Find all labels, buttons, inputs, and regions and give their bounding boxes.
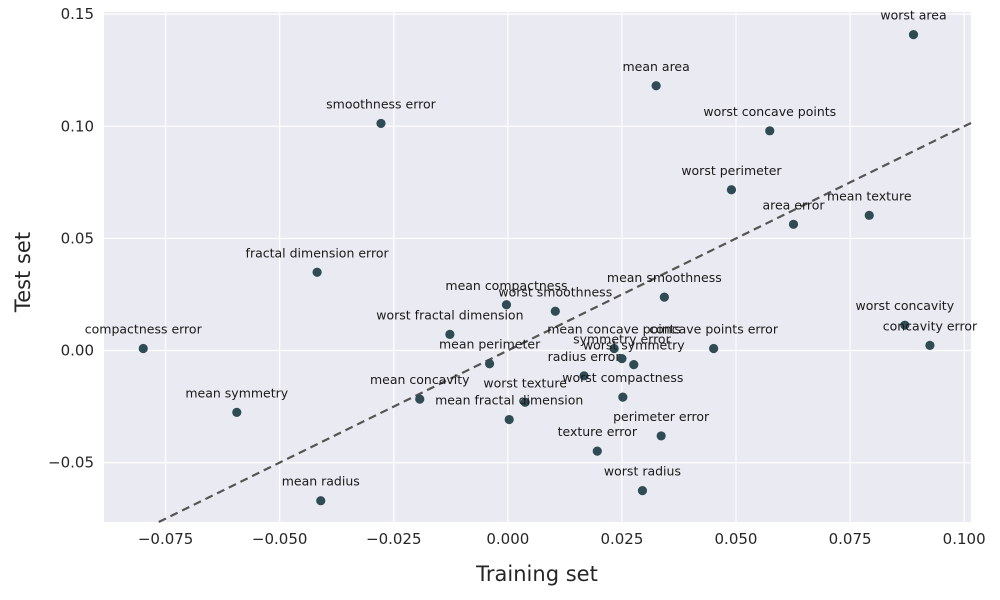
point-label: worst fractal dimension	[376, 307, 523, 322]
data-point	[504, 414, 514, 425]
x-tick-label: −0.075	[138, 530, 194, 548]
data-points	[138, 30, 935, 506]
x-tick-label: −0.025	[366, 530, 422, 548]
data-point	[376, 118, 386, 129]
data-point	[651, 81, 661, 91]
point-label: mean area	[622, 59, 689, 74]
point-label: mean texture	[827, 188, 912, 203]
point-label: radius error	[548, 349, 622, 364]
x-tick-label: 0.025	[600, 530, 643, 548]
data-point	[900, 320, 910, 330]
point-label: mean compactness	[445, 278, 567, 293]
y-tick-label: 0.05	[61, 229, 94, 247]
data-point	[618, 392, 628, 402]
point-label: worst smoothness	[498, 284, 612, 299]
data-point	[579, 371, 589, 381]
point-label: mean symmetry	[185, 385, 288, 400]
x-tick-label: 0.000	[486, 530, 529, 548]
data-point	[864, 210, 874, 220]
point-label: mean radius	[282, 474, 360, 489]
data-point	[609, 343, 619, 354]
x-axis-ticks: −0.075 −0.050 −0.025 0.000 0.025 0.050 0.075 0.…	[138, 530, 986, 548]
point-label: smoothness error	[326, 96, 437, 111]
point-label: area error	[762, 197, 825, 212]
data-point	[788, 219, 799, 229]
point-label: mean fractal dimension	[435, 393, 583, 408]
data-point	[316, 496, 326, 506]
diagonal-reference-line	[158, 121, 972, 523]
gridlines	[104, 12, 971, 522]
data-point	[617, 353, 627, 364]
point-label: worst compactness	[562, 370, 683, 385]
data-point	[550, 306, 560, 316]
data-point	[312, 267, 322, 277]
data-point	[908, 30, 919, 40]
point-label: texture error	[558, 424, 638, 439]
data-point	[415, 394, 425, 404]
point-labels: worst area mean area smoothness error worst…	[85, 8, 978, 489]
data-point	[484, 359, 495, 369]
point-label: worst texture	[483, 375, 567, 390]
data-point	[592, 446, 602, 456]
x-tick-label: 0.100	[943, 530, 986, 548]
data-point	[659, 292, 669, 302]
point-label: worst radius	[604, 464, 681, 479]
data-point	[138, 343, 148, 354]
data-point	[709, 343, 719, 354]
y-tick-label: 0.10	[61, 117, 94, 135]
data-point	[726, 185, 737, 195]
point-label: worst perimeter	[681, 163, 782, 178]
point-label: worst area	[880, 8, 946, 23]
point-label: fractal dimension error	[246, 245, 390, 260]
data-point	[629, 360, 639, 370]
data-point	[501, 300, 512, 310]
x-axis-label: Training set	[475, 562, 598, 586]
plot-area	[104, 12, 971, 522]
point-label: perimeter error	[613, 409, 710, 424]
data-point	[765, 126, 775, 136]
point-label: mean smoothness	[607, 270, 722, 285]
y-tick-label: 0.15	[61, 5, 94, 23]
point-label: mean concavity	[370, 372, 470, 387]
point-label: mean perimeter	[439, 337, 541, 352]
point-label: worst concavity	[856, 298, 955, 313]
data-point	[520, 397, 530, 407]
point-label: mean concave points	[547, 321, 681, 336]
y-tick-label: 0.00	[61, 342, 94, 360]
x-tick-label: 0.075	[829, 530, 872, 548]
data-point	[637, 486, 648, 496]
y-axis-ticks: −0.05 0.00 0.05 0.10 0.15	[48, 5, 94, 471]
data-point	[445, 329, 455, 339]
x-tick-label: −0.050	[252, 530, 308, 548]
point-label: compactness error	[85, 321, 203, 336]
y-axis-label: Test set	[11, 232, 35, 313]
point-label: symmetry error	[573, 332, 671, 347]
x-tick-label: 0.050	[715, 530, 758, 548]
data-point	[925, 340, 935, 350]
data-point	[656, 431, 666, 441]
point-label: worst concave points	[703, 104, 836, 119]
point-label: worst symmetry	[583, 338, 685, 353]
y-tick-label: −0.05	[48, 454, 94, 472]
point-label: concavity error	[883, 318, 978, 333]
point-label: concave points error	[649, 321, 779, 336]
data-point	[232, 407, 242, 417]
